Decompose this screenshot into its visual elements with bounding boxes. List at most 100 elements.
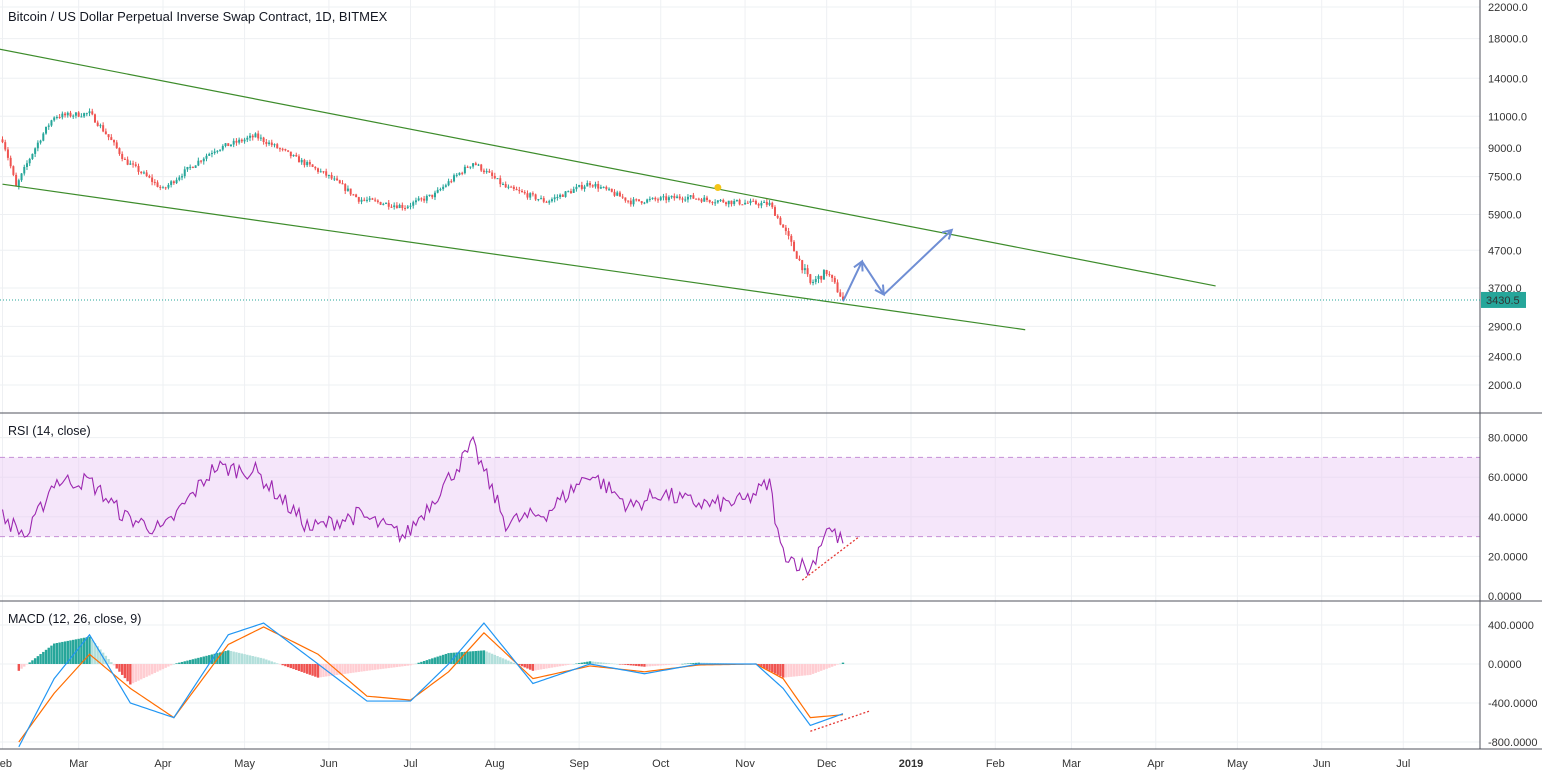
candle-down[interactable]: [110, 137, 113, 141]
candle-up[interactable]: [812, 281, 815, 283]
candle-down[interactable]: [278, 148, 281, 150]
candle-up[interactable]: [501, 184, 504, 186]
candle-down[interactable]: [330, 174, 333, 179]
candle-up[interactable]: [648, 198, 651, 200]
candle-down[interactable]: [697, 198, 700, 200]
candle-up[interactable]: [31, 153, 34, 159]
candle-down[interactable]: [657, 199, 660, 201]
candle-down[interactable]: [349, 188, 352, 195]
candle-down[interactable]: [510, 186, 513, 188]
candle-up[interactable]: [74, 112, 77, 116]
candle-down[interactable]: [137, 165, 140, 172]
candle-down[interactable]: [461, 172, 464, 174]
candle-down[interactable]: [610, 188, 613, 192]
candle-up[interactable]: [676, 196, 679, 199]
candle-down[interactable]: [153, 181, 156, 183]
candle-down[interactable]: [115, 142, 118, 149]
candle-up[interactable]: [540, 198, 543, 200]
candle-up[interactable]: [254, 133, 257, 138]
candle-up[interactable]: [300, 159, 303, 163]
candle-up[interactable]: [25, 163, 28, 167]
candle-down[interactable]: [757, 204, 760, 206]
candle-up[interactable]: [268, 142, 271, 145]
candle-up[interactable]: [458, 172, 461, 175]
candle-up[interactable]: [385, 202, 388, 204]
candle-down[interactable]: [91, 111, 94, 115]
candle-down[interactable]: [776, 215, 779, 218]
candle-down[interactable]: [374, 199, 377, 201]
candle-up[interactable]: [414, 200, 417, 203]
candle-up[interactable]: [763, 201, 766, 203]
candle-down[interactable]: [77, 112, 80, 117]
candle-up[interactable]: [382, 203, 385, 205]
candle-down[interactable]: [357, 197, 360, 202]
candle-up[interactable]: [439, 189, 442, 191]
candle-up[interactable]: [365, 199, 368, 201]
candle-down[interactable]: [317, 168, 320, 172]
candle-up[interactable]: [202, 158, 205, 162]
candle-up[interactable]: [749, 200, 752, 203]
candle-up[interactable]: [238, 139, 241, 143]
candle-down[interactable]: [325, 171, 328, 176]
candle-up[interactable]: [393, 205, 396, 207]
candle-up[interactable]: [760, 202, 763, 206]
candle-down[interactable]: [289, 151, 292, 157]
candle-down[interactable]: [355, 194, 358, 198]
candle-down[interactable]: [450, 181, 453, 183]
macd-signal-line[interactable]: [18, 626, 844, 743]
candle-up[interactable]: [39, 140, 42, 143]
candle-down[interactable]: [512, 186, 515, 189]
macd-line[interactable]: [18, 622, 844, 748]
candle-up[interactable]: [507, 186, 510, 188]
candle-down[interactable]: [705, 197, 708, 201]
candle-up[interactable]: [99, 125, 102, 127]
candle-down[interactable]: [64, 113, 67, 116]
candle-up[interactable]: [670, 195, 673, 198]
candle-up[interactable]: [586, 183, 589, 187]
candle-down[interactable]: [15, 174, 18, 187]
candle-up[interactable]: [183, 169, 186, 177]
candle-up[interactable]: [333, 178, 336, 180]
candle-down[interactable]: [295, 154, 298, 157]
candle-up[interactable]: [684, 199, 687, 201]
candle-down[interactable]: [798, 258, 801, 261]
candle-down[interactable]: [480, 164, 483, 171]
candle-up[interactable]: [47, 125, 50, 127]
candle-up[interactable]: [129, 163, 132, 165]
candle-down[interactable]: [9, 157, 12, 167]
candle-down[interactable]: [841, 296, 844, 300]
candle-down[interactable]: [121, 153, 124, 159]
macd-histogram[interactable]: [17, 636, 845, 685]
candle-down[interactable]: [235, 140, 238, 143]
candle-up[interactable]: [433, 192, 436, 198]
candle-up[interactable]: [735, 199, 738, 202]
candle-up[interactable]: [181, 176, 184, 178]
candle-down[interactable]: [474, 163, 477, 166]
candle-up[interactable]: [216, 150, 219, 152]
candle-down[interactable]: [801, 260, 804, 271]
candle-up[interactable]: [88, 111, 91, 114]
candle-up[interactable]: [548, 201, 551, 203]
candle-down[interactable]: [542, 198, 545, 202]
projection-segment[interactable]: [883, 229, 953, 296]
candle-down[interactable]: [787, 231, 790, 236]
candle-up[interactable]: [246, 137, 249, 140]
candle-up[interactable]: [537, 199, 540, 201]
candle-up[interactable]: [651, 197, 654, 199]
candle-up[interactable]: [469, 166, 472, 168]
candle-up[interactable]: [197, 160, 200, 166]
candle-up[interactable]: [594, 183, 597, 187]
candle-up[interactable]: [602, 186, 605, 188]
candle-down[interactable]: [613, 191, 616, 196]
candle-down[interactable]: [771, 202, 774, 208]
candle-down[interactable]: [251, 135, 254, 138]
candle-down[interactable]: [635, 199, 638, 201]
candle-down[interactable]: [521, 190, 524, 193]
candle-down[interactable]: [240, 139, 243, 142]
candle-up[interactable]: [455, 174, 458, 176]
candle-up[interactable]: [167, 184, 170, 188]
candle-up[interactable]: [194, 165, 197, 168]
candle-up[interactable]: [814, 278, 817, 282]
candle-up[interactable]: [727, 200, 730, 205]
candle-down[interactable]: [4, 142, 7, 150]
